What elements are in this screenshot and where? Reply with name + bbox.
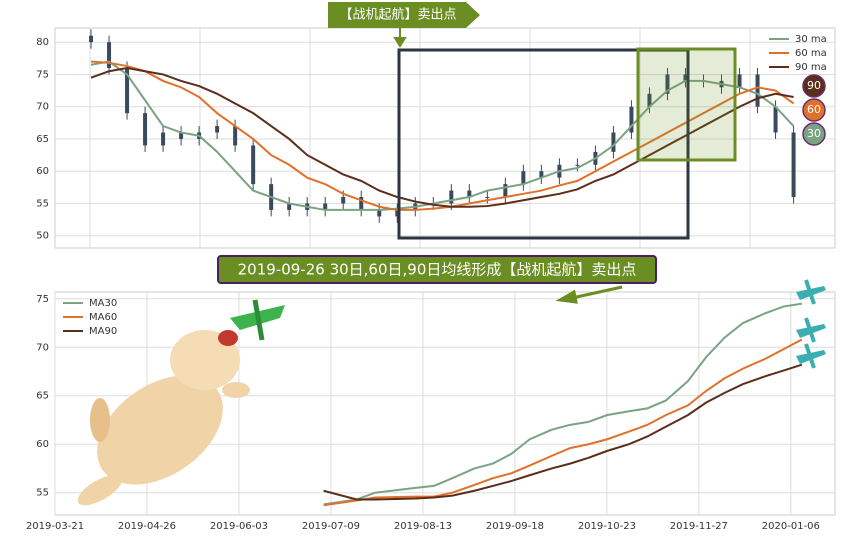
x-tick-label: 2019-04-26	[118, 521, 176, 532]
y-tick-label: 75	[36, 69, 49, 80]
candle-body	[449, 190, 454, 204]
candle-body	[791, 132, 796, 198]
candle-body	[665, 74, 670, 94]
candle-body	[575, 164, 580, 166]
candle-body	[539, 171, 544, 178]
ma-line	[90, 60, 795, 211]
ma-line	[90, 66, 794, 208]
charts: 50 55 60 65 70 75 80 30 ma 60 ma 90 ma 90 60 30 55 60 6…	[26, 29, 835, 532]
candle-body	[251, 145, 256, 185]
dog-illustration	[77, 330, 250, 506]
y-tick-label: 75	[36, 294, 49, 305]
y-tick-label: 60	[36, 439, 49, 450]
y-tick-label: 70	[36, 102, 49, 113]
highlight-box	[636, 47, 737, 162]
badge-label: 30	[807, 127, 821, 140]
candle-body	[611, 132, 616, 152]
candle-body	[341, 197, 346, 204]
arrow	[393, 28, 407, 48]
candle-body	[215, 126, 220, 133]
arrow	[555, 285, 623, 304]
top-x-grid	[89, 28, 751, 248]
x-tick-label: 2019-03-21	[26, 521, 84, 532]
plane-icons	[796, 279, 826, 369]
x-tick-label: 2019-09-18	[486, 521, 544, 532]
y-tick-label: 60	[36, 166, 49, 177]
x-tick-label: 2019-08-13	[394, 521, 452, 532]
y-tick-label: 55	[36, 488, 49, 499]
candle-body	[125, 68, 130, 114]
candle-body	[683, 74, 688, 81]
x-tick-label: 2019-11-27	[670, 521, 728, 532]
top-banner	[328, 2, 480, 28]
candle-body	[179, 132, 184, 139]
candle-body	[521, 171, 526, 185]
candle-body	[737, 74, 742, 88]
legend-label: MA90	[89, 326, 117, 337]
candle-body	[467, 190, 472, 198]
candle-body	[503, 184, 508, 198]
region-box	[397, 48, 690, 240]
legend-label: 90 ma	[795, 62, 827, 73]
y-tick-label: 50	[36, 231, 49, 242]
badge-label: 90	[807, 79, 821, 92]
x-tick-label: 2020-01-06	[762, 521, 820, 532]
candle-body	[161, 132, 166, 146]
candle-body	[773, 106, 778, 133]
badge	[802, 122, 826, 146]
y-tick-label: 65	[36, 134, 49, 145]
ma-line	[323, 338, 803, 507]
legend-label: MA30	[89, 298, 117, 309]
top-frame	[54, 27, 836, 249]
candle-body	[323, 203, 328, 210]
ma-line	[90, 60, 795, 211]
candle-body	[755, 74, 760, 107]
candle-body	[485, 197, 490, 199]
candle-body	[647, 93, 652, 107]
ma-line	[323, 302, 803, 506]
bottom-banner-text: 2019-09-26 30日,60日,90日均线形成【战机起航】卖出点	[238, 261, 637, 279]
plane-icon	[230, 299, 285, 341]
candle-body	[395, 209, 400, 217]
badge-label: 60	[807, 103, 821, 116]
candle-body	[377, 209, 382, 217]
candle-body	[359, 197, 364, 210]
candle-body	[629, 106, 634, 133]
ma-line	[323, 363, 803, 501]
legend-label: MA60	[89, 312, 117, 323]
overlays: 【战机起航】卖出点 2019-09-26 30日,60日,90日均线形成【战机起…	[77, 2, 826, 506]
badge	[802, 98, 826, 122]
y-tick-label: 70	[36, 342, 49, 353]
candle-body	[107, 42, 112, 68]
bottom-banner	[217, 255, 657, 284]
y-tick-label: 80	[36, 37, 49, 48]
top-banner-text: 【战机起航】卖出点	[339, 7, 456, 23]
candle-body	[287, 203, 292, 210]
candle-body	[143, 113, 148, 146]
x-tick-label: 2019-10-23	[578, 521, 636, 532]
candle-body	[233, 126, 238, 146]
x-tick-label: 2019-06-03	[210, 521, 268, 532]
badge	[802, 74, 826, 98]
legend-label: 60 ma	[795, 48, 827, 59]
candle-body	[89, 35, 94, 43]
x-tick-label: 2019-07-09	[302, 521, 360, 532]
legend-label: 30 ma	[795, 34, 827, 45]
y-tick-label: 65	[36, 391, 49, 402]
y-tick-label: 55	[36, 198, 49, 209]
